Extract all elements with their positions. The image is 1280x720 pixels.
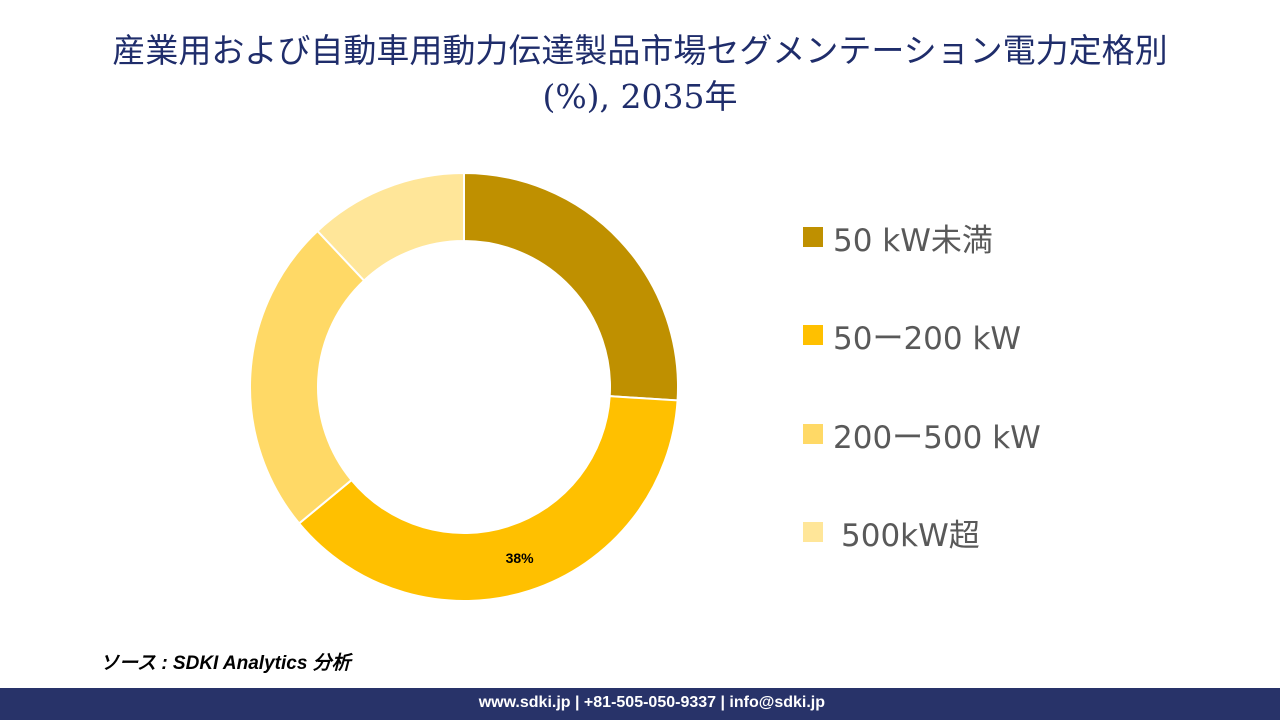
donut-slice [249, 229, 366, 525]
legend-swatch [803, 522, 823, 542]
data-label: 38% [506, 550, 535, 566]
footer-bar: www.sdki.jp | +81-505-050-9337 | info@sd… [0, 688, 1280, 720]
source-note: ソース : SDKI Analytics 分析 [100, 653, 351, 674]
legend-item: 50ー200 kW [803, 310, 1021, 360]
legend-item: 200ー500 kW [803, 409, 1041, 459]
chart-title-line1: 産業用および自動車用動力伝達製品市場セグメンテーション電力定格別 [112, 31, 1168, 70]
legend-label: 50 kW未満 [833, 222, 993, 259]
chart-title-line2: (%), 2035年 [542, 77, 738, 116]
legend-item: 500kW超 [803, 507, 980, 557]
legend-swatch [803, 424, 823, 444]
legend-item: 50 kW未満 [803, 212, 993, 262]
donut-slice [316, 171, 465, 282]
legend-label: 200ー500 kW [833, 419, 1041, 456]
chart-title: 産業用および自動車用動力伝達製品市場セグメンテーション電力定格別 (%), 20… [0, 28, 1280, 120]
legend-label: 500kW超 [841, 517, 980, 554]
legend-label: 50ー200 kW [833, 320, 1022, 357]
donut-slice [297, 395, 679, 602]
footer-contact: www.sdki.jp | +81-505-050-9337 | info@sd… [478, 694, 825, 711]
donut-slice [463, 171, 679, 402]
legend-swatch [803, 227, 823, 247]
legend-swatch [803, 325, 823, 345]
